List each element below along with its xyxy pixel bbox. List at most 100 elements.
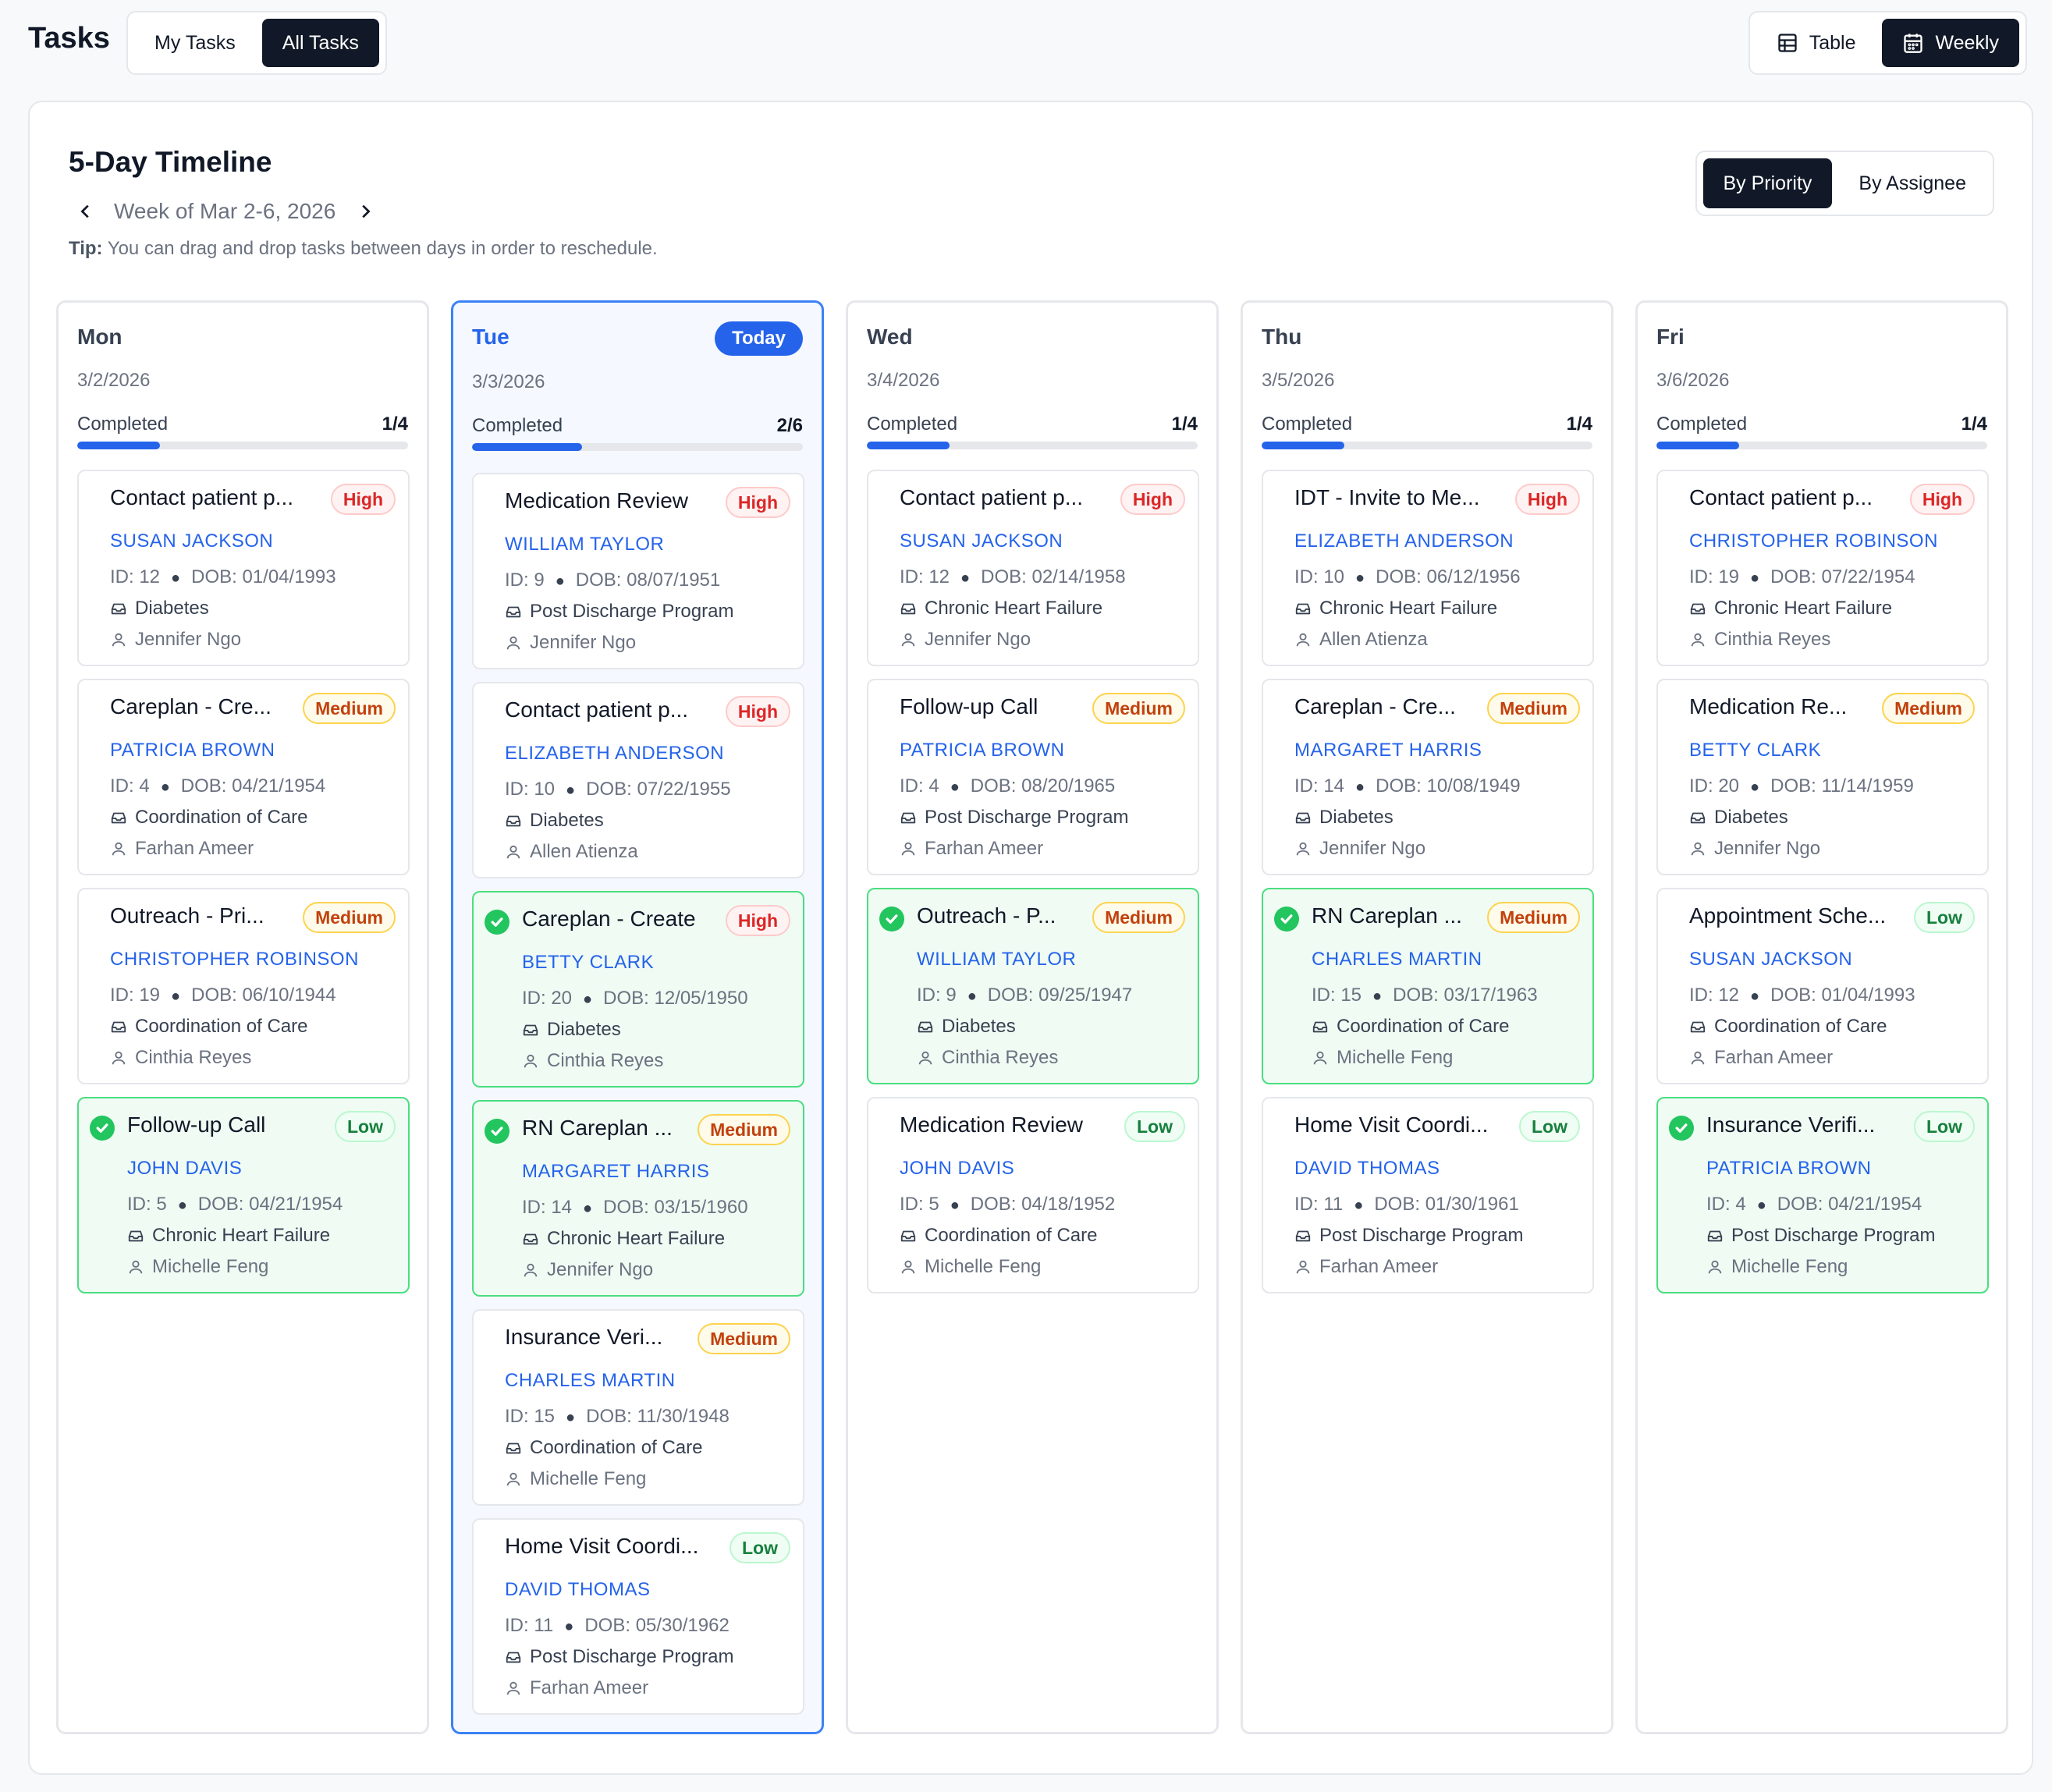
- task-card[interactable]: RN Careplan ... Medium MARGARET HARRIS ID: …: [472, 1100, 804, 1297]
- task-card[interactable]: Outreach - Pri... Medium CHRISTOPHER ROBIN…: [77, 888, 410, 1084]
- patient-name-link[interactable]: CHRISTOPHER ROBINSON: [1689, 531, 1938, 552]
- patient-dob: DOB: 07/22/1955: [586, 779, 731, 800]
- user-icon: [1691, 633, 1705, 647]
- task-card[interactable]: Follow-up Call Low JOHN DAVIS ID: 5 ● DOB: 04…: [77, 1097, 410, 1293]
- task-card[interactable]: RN Careplan ... Medium CHARLES MARTIN ID: 1…: [1262, 888, 1594, 1084]
- task-card[interactable]: Home Visit Coordi... Low DAVID THOMAS ID: 1…: [472, 1518, 804, 1715]
- task-title: Follow-up Call: [127, 1112, 266, 1137]
- patient-name-link[interactable]: CHARLES MARTIN: [1312, 949, 1482, 970]
- completed-check-icon[interactable]: [485, 1119, 509, 1144]
- assignee: Jennifer Ngo: [1294, 838, 1425, 860]
- program: Coordination of Care: [110, 807, 307, 829]
- all-tasks-tab[interactable]: All Tasks: [261, 19, 379, 67]
- assignee-name: Jennifer Ngo: [925, 629, 1031, 650]
- task-card[interactable]: Medication Re... Medium BETTY CLARK ID: 20 ●…: [1656, 679, 1989, 875]
- patient-dob: DOB: 04/21/1954: [1777, 1194, 1922, 1215]
- patient-name-link[interactable]: CHARLES MARTIN: [505, 1370, 676, 1391]
- task-card[interactable]: Careplan - Create High BETTY CLARK ID: 20 ● D…: [472, 891, 804, 1088]
- task-card[interactable]: Contact patient p... High SUSAN JACKSON ID:…: [867, 470, 1199, 666]
- task-card[interactable]: Medication Review Low JOHN DAVIS ID: 5 ● DOB:…: [867, 1097, 1199, 1293]
- inbox-icon: [523, 1024, 538, 1036]
- next-week-button[interactable]: [348, 194, 382, 229]
- program-name: Coordination of Care: [1337, 1016, 1510, 1037]
- day-column-fri[interactable]: Fri 3/6/2026 Completed 1/4 Contact patient p…: [1635, 300, 2008, 1734]
- task-card[interactable]: IDT - Invite to Me... High ELIZABETH ANDER…: [1262, 470, 1594, 666]
- task-card[interactable]: Contact patient p... High ELIZABETH ANDERS…: [472, 682, 804, 878]
- completed-check-icon[interactable]: [90, 1116, 115, 1141]
- assignee: Michelle Feng: [127, 1256, 268, 1278]
- inbox-icon: [1707, 1230, 1723, 1242]
- separator-dot: ●: [566, 782, 576, 799]
- patient-name-link[interactable]: CHRISTOPHER ROBINSON: [110, 949, 359, 970]
- patient-meta: ID: 11 ● DOB: 01/30/1961: [1294, 1194, 1519, 1215]
- program: Coordination of Care: [110, 1016, 307, 1038]
- previous-week-button[interactable]: [69, 194, 103, 229]
- patient-name-link[interactable]: SUSAN JACKSON: [900, 531, 1063, 552]
- day-column-mon[interactable]: Mon 3/2/2026 Completed 1/4 Contact patient p…: [56, 300, 429, 1734]
- task-card[interactable]: Follow-up Call Medium PATRICIA BROWN ID: 4 ●…: [867, 679, 1199, 875]
- completed-check-icon[interactable]: [485, 910, 509, 935]
- patient-name-link[interactable]: MARGARET HARRIS: [522, 1161, 710, 1182]
- completed-check-icon[interactable]: [879, 907, 904, 931]
- by-assignee-tab[interactable]: By Assignee: [1859, 172, 1966, 194]
- checkmark-icon: [491, 1127, 503, 1136]
- patient-name-link[interactable]: ELIZABETH ANDERSON: [1294, 531, 1514, 552]
- completed-check-icon[interactable]: [1274, 907, 1299, 931]
- progress-bar: [1262, 442, 1592, 449]
- task-card[interactable]: Outreach - P... Medium WILLIAM TAYLOR ID: 9…: [867, 888, 1199, 1084]
- task-card[interactable]: Contact patient p... High SUSAN JACKSON ID:…: [77, 470, 410, 666]
- assignee: Farhan Ameer: [110, 838, 254, 860]
- by-priority-tab[interactable]: By Priority: [1702, 158, 1833, 208]
- patient-dob: DOB: 01/04/1993: [191, 566, 336, 587]
- patient-id: ID: 19: [1689, 566, 1740, 587]
- patient-name-link[interactable]: MARGARET HARRIS: [1294, 740, 1482, 761]
- program: Post Discharge Program: [505, 1646, 733, 1668]
- my-tasks-tab[interactable]: My Tasks: [154, 31, 236, 54]
- priority-badge: High: [1120, 484, 1185, 515]
- task-card[interactable]: Medication Review High WILLIAM TAYLOR ID: 9…: [472, 473, 804, 669]
- patient-name-link[interactable]: BETTY CLARK: [1689, 740, 1822, 761]
- user-icon: [901, 633, 915, 647]
- task-card[interactable]: Home Visit Coordi... Low DAVID THOMAS ID: 1…: [1262, 1097, 1594, 1293]
- patient-name-link[interactable]: JOHN DAVIS: [900, 1158, 1015, 1179]
- user-icon: [506, 845, 520, 859]
- patient-id: ID: 20: [1689, 775, 1740, 797]
- patient-name-link[interactable]: DAVID THOMAS: [505, 1579, 651, 1600]
- patient-id: ID: 10: [505, 779, 556, 800]
- user-icon: [1313, 1051, 1327, 1065]
- patient-name-link[interactable]: WILLIAM TAYLOR: [917, 949, 1077, 970]
- task-card[interactable]: Insurance Verifi... Low PATRICIA BROWN ID: …: [1656, 1097, 1989, 1293]
- task-card[interactable]: Contact patient p... High CHRISTOPHER ROBI…: [1656, 470, 1989, 666]
- today-badge: Today: [715, 321, 803, 356]
- patient-dob: DOB: 03/15/1960: [603, 1197, 748, 1218]
- completed-check-icon[interactable]: [1669, 1116, 1694, 1141]
- task-title: Insurance Verifi...: [1706, 1112, 1876, 1137]
- table-view-tab[interactable]: Table: [1756, 19, 1876, 67]
- day-column-wed[interactable]: Wed 3/4/2026 Completed 1/4 Contact patient p…: [846, 300, 1219, 1734]
- separator-dot: ●: [1372, 988, 1383, 1005]
- patient-name-link[interactable]: ELIZABETH ANDERSON: [505, 743, 725, 764]
- patient-name-link[interactable]: PATRICIA BROWN: [1706, 1158, 1872, 1179]
- patient-name-link[interactable]: SUSAN JACKSON: [1689, 949, 1853, 970]
- task-title: Contact patient p...: [900, 485, 1084, 509]
- day-column-thu[interactable]: Thu 3/5/2026 Completed 1/4 IDT - Invite to M…: [1241, 300, 1614, 1734]
- task-card[interactable]: Appointment Sche... Low SUSAN JACKSON ID: 1…: [1656, 888, 1989, 1084]
- program: Diabetes: [505, 810, 604, 832]
- patient-name-link[interactable]: DAVID THOMAS: [1294, 1158, 1440, 1179]
- task-card[interactable]: Careplan - Cre... Medium PATRICIA BROWN ID:…: [77, 679, 410, 875]
- weekly-view-tab[interactable]: Weekly: [1882, 19, 2019, 67]
- patient-name-link[interactable]: SUSAN JACKSON: [110, 531, 274, 552]
- assignee: Cinthia Reyes: [522, 1050, 663, 1072]
- patient-name-link[interactable]: JOHN DAVIS: [127, 1158, 243, 1179]
- patient-id: ID: 11: [505, 1615, 554, 1636]
- patient-name-link[interactable]: BETTY CLARK: [522, 952, 655, 973]
- task-card[interactable]: Insurance Veri... Medium CHARLES MARTIN ID:…: [472, 1309, 804, 1506]
- day-column-tue[interactable]: Tue Today 3/3/2026 Completed 2/6 Medication R…: [451, 300, 824, 1734]
- patient-name-link[interactable]: PATRICIA BROWN: [110, 740, 275, 761]
- assignee: Jennifer Ngo: [900, 629, 1031, 651]
- separator-dot: ●: [171, 570, 181, 587]
- patient-name-link[interactable]: WILLIAM TAYLOR: [505, 534, 665, 555]
- patient-name-link[interactable]: PATRICIA BROWN: [900, 740, 1065, 761]
- task-card[interactable]: Careplan - Cre... Medium MARGARET HARRIS ID…: [1262, 679, 1594, 875]
- progress-fill: [77, 442, 160, 449]
